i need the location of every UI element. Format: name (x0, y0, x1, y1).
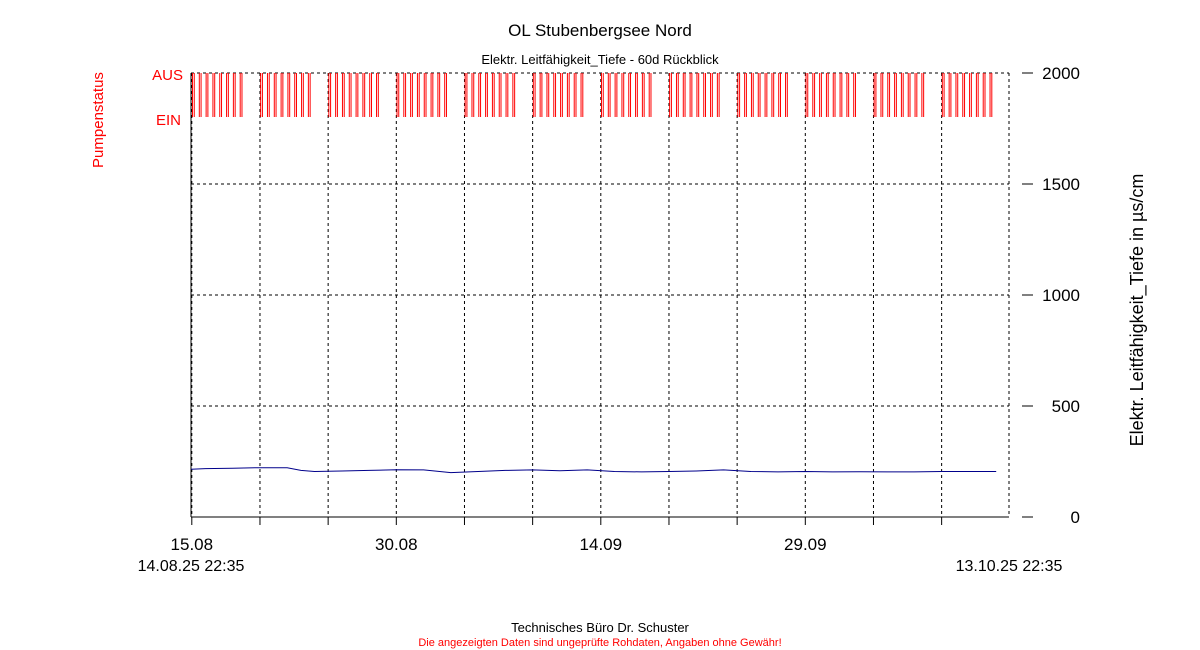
y-tick-labels: 0 500 1000 1500 2000 (1042, 64, 1080, 527)
x-tick-label: 30.08 (375, 535, 418, 554)
x-tick-label: 14.09 (580, 535, 623, 554)
y-tick-label: 2000 (1042, 64, 1080, 83)
axes (190, 72, 1033, 525)
footer-disclaimer: Die angezeigten Daten sind ungeprüfte Ro… (418, 637, 781, 649)
x-start-label: 14.08.25 22:35 (138, 558, 245, 575)
y-axis-label: Elektr. Leitfähigkeit_Tiefe in µs/cm (1127, 174, 1148, 447)
x-tick-label: 15.08 (171, 535, 214, 554)
pump-state-on-label: EIN (156, 112, 181, 129)
y-tick-label: 500 (1052, 397, 1080, 416)
footer-company: Technisches Büro Dr. Schuster (511, 620, 689, 635)
chart-title: OL Stubenbergsee Nord (508, 21, 692, 40)
y-tick-label: 1000 (1042, 286, 1080, 305)
pump-axis-label: Pumpenstatus (90, 72, 107, 168)
pump-status-series (191, 73, 993, 117)
x-tick-label: 29.09 (784, 535, 827, 554)
chart-subtitle: Elektr. Leitfähigkeit_Tiefe - 60d Rückbl… (481, 52, 719, 67)
pump-state-off-label: AUS (152, 67, 183, 84)
conductivity-line (190, 467, 997, 474)
grid (191, 72, 1010, 517)
y-tick-label: 0 (1071, 508, 1080, 527)
x-tick-labels: 15.08 30.08 14.09 29.09 (171, 535, 827, 554)
y-tick-label: 1500 (1042, 175, 1080, 194)
x-end-label: 13.10.25 22:35 (956, 558, 1063, 575)
